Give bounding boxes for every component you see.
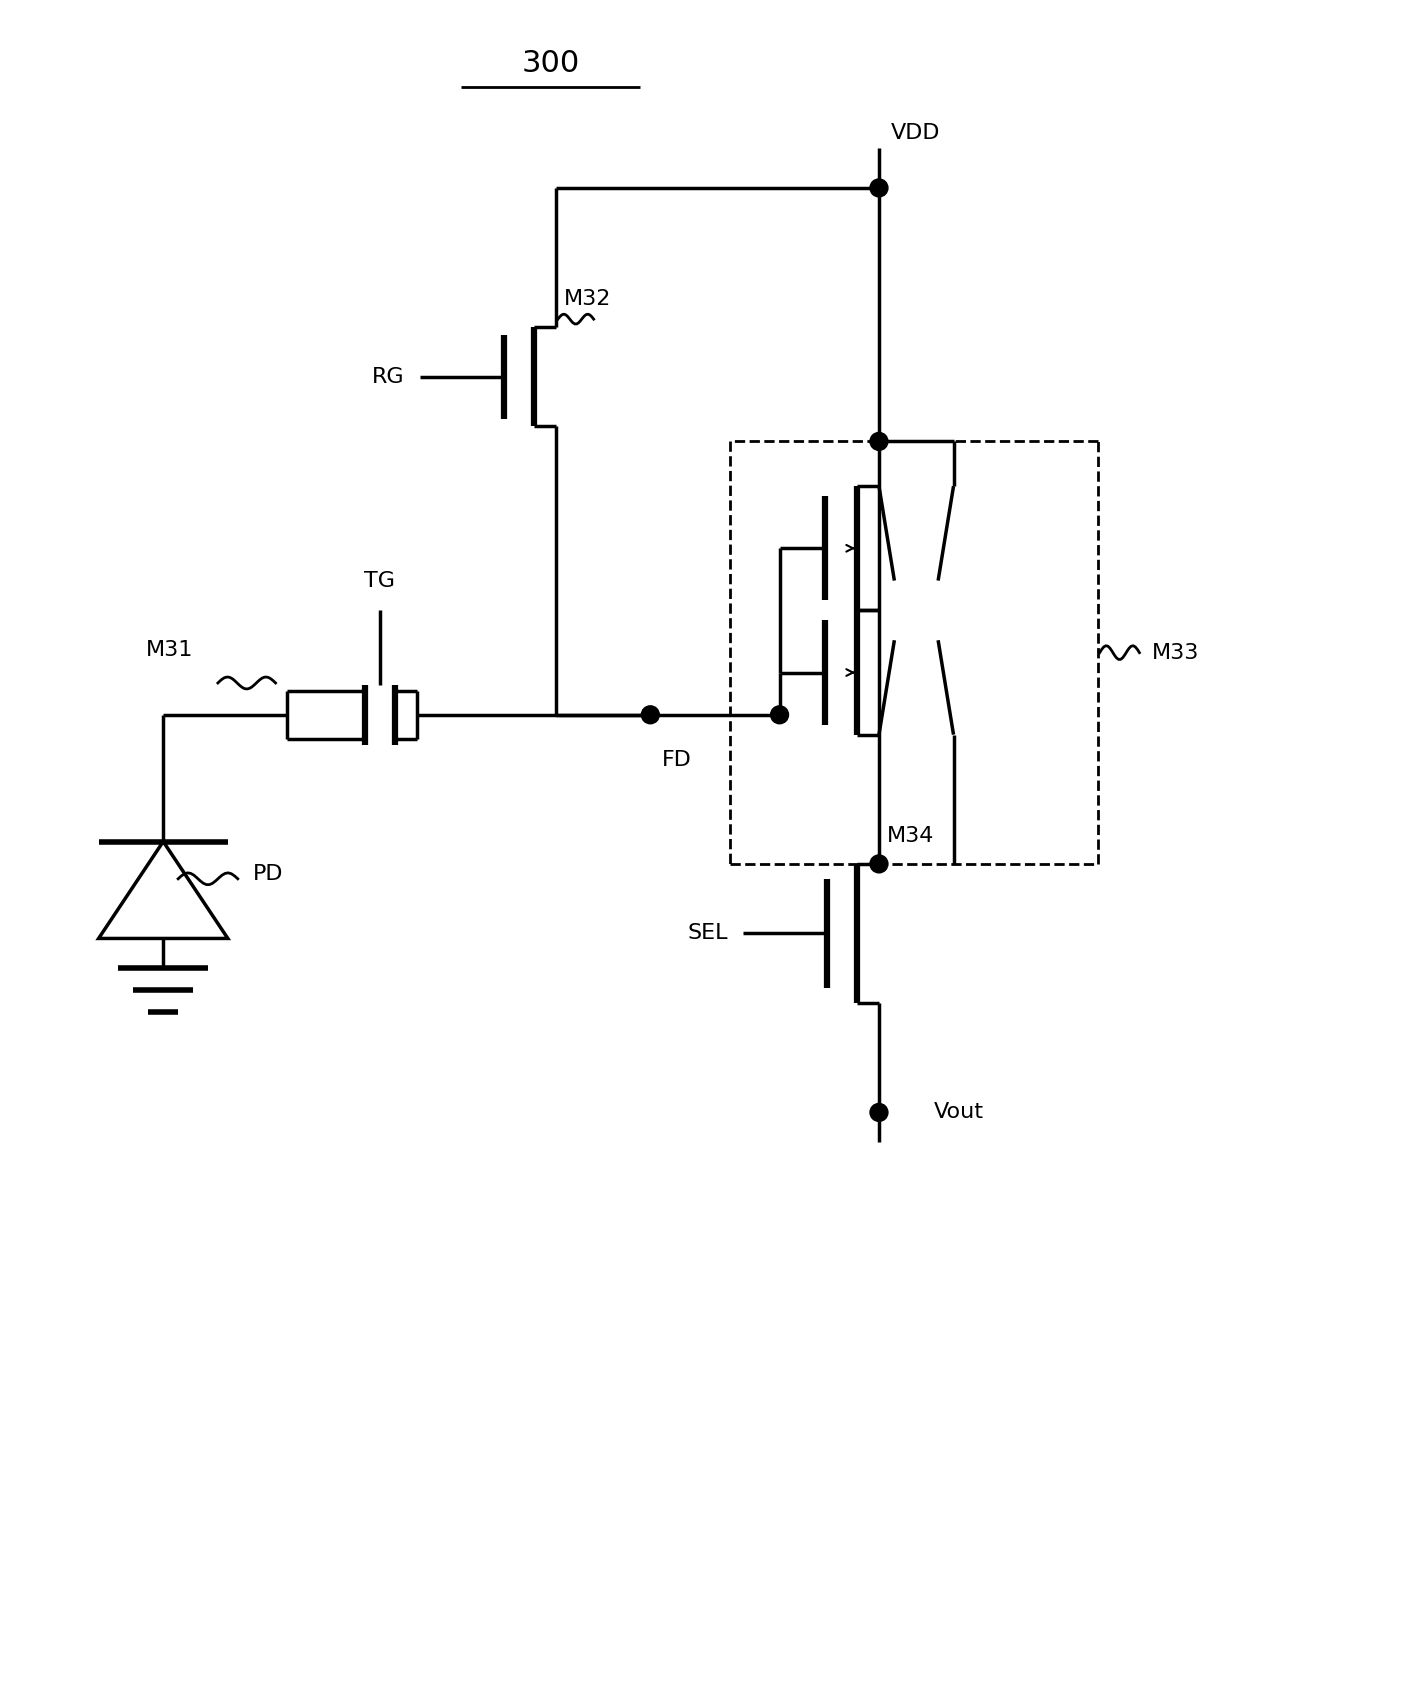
Text: TG: TG <box>364 571 395 591</box>
Text: RG: RG <box>373 368 405 386</box>
Circle shape <box>871 432 888 451</box>
Text: PD: PD <box>253 864 284 884</box>
Text: M32: M32 <box>564 290 611 310</box>
Text: M31: M31 <box>145 640 193 661</box>
Text: M33: M33 <box>1153 642 1199 662</box>
Text: M34: M34 <box>888 827 934 845</box>
Text: 300: 300 <box>522 49 580 78</box>
Text: SEL: SEL <box>687 923 728 944</box>
Text: VDD: VDD <box>890 124 940 144</box>
Circle shape <box>871 180 888 197</box>
Circle shape <box>770 706 789 723</box>
Circle shape <box>871 1103 888 1121</box>
Circle shape <box>642 706 659 723</box>
Text: Vout: Vout <box>934 1103 983 1123</box>
Circle shape <box>871 855 888 872</box>
Text: FD: FD <box>662 749 693 769</box>
